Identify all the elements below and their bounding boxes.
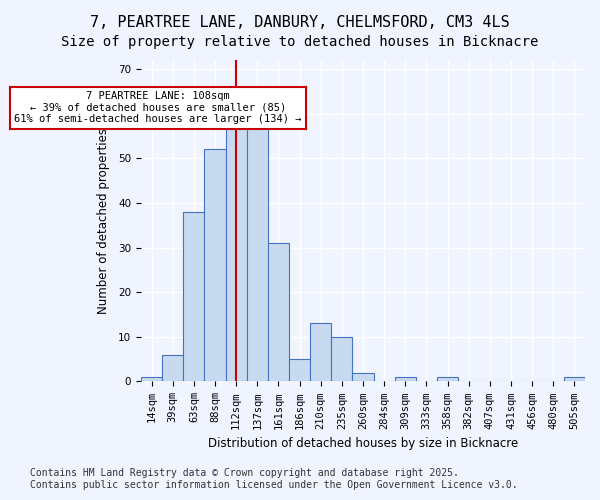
- Bar: [205, 150, 226, 382]
- Bar: [352, 372, 374, 382]
- Text: 7, PEARTREE LANE, DANBURY, CHELMSFORD, CM3 4LS: 7, PEARTREE LANE, DANBURY, CHELMSFORD, C…: [90, 15, 510, 30]
- Bar: [226, 92, 247, 382]
- Text: Contains HM Land Registry data © Crown copyright and database right 2025.
Contai: Contains HM Land Registry data © Crown c…: [30, 468, 518, 490]
- Text: 7 PEARTREE LANE: 108sqm
← 39% of detached houses are smaller (85)
61% of semi-de: 7 PEARTREE LANE: 108sqm ← 39% of detache…: [14, 92, 302, 124]
- Bar: [310, 324, 331, 382]
- Bar: [331, 337, 352, 382]
- Bar: [162, 354, 184, 382]
- Bar: [141, 377, 162, 382]
- Bar: [289, 359, 310, 382]
- Text: Size of property relative to detached houses in Bicknacre: Size of property relative to detached ho…: [61, 35, 539, 49]
- Bar: [564, 377, 585, 382]
- Bar: [268, 243, 289, 382]
- Bar: [395, 377, 416, 382]
- Bar: [437, 377, 458, 382]
- Bar: [247, 122, 268, 382]
- Y-axis label: Number of detached properties: Number of detached properties: [97, 128, 110, 314]
- X-axis label: Distribution of detached houses by size in Bicknacre: Distribution of detached houses by size …: [208, 437, 518, 450]
- Bar: [184, 212, 205, 382]
